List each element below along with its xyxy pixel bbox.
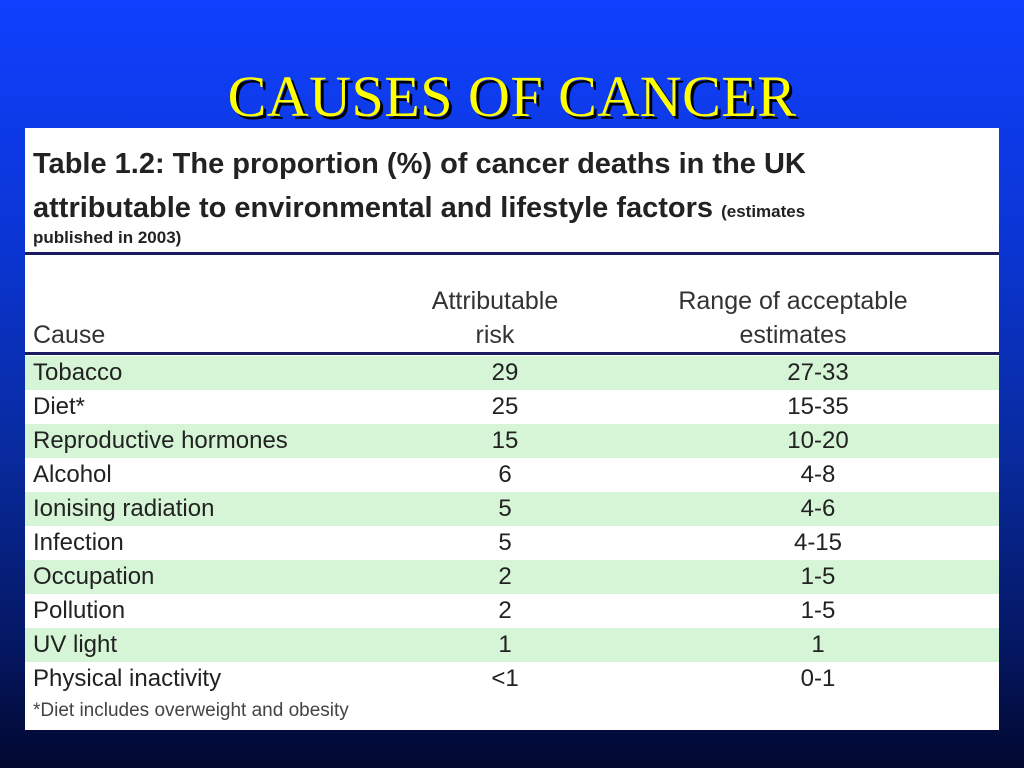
header-risk-line-2: risk bbox=[475, 321, 515, 349]
header-risk-line-1: Attributable bbox=[431, 287, 559, 315]
cell-range: 1-5 bbox=[800, 563, 836, 590]
cell-risk: 29 bbox=[491, 359, 519, 386]
cell-range: 4-8 bbox=[800, 461, 836, 488]
header-range-line-1: Range of acceptable bbox=[678, 287, 908, 315]
caption-note-line-2: published in 2003) bbox=[33, 228, 182, 247]
cell-risk: <1 bbox=[491, 665, 519, 692]
cell-cause: Reproductive hormones bbox=[33, 427, 288, 454]
cell-risk: 5 bbox=[498, 529, 512, 556]
cell-risk: 6 bbox=[498, 461, 512, 488]
cell-cause: Ionising radiation bbox=[33, 495, 215, 522]
cell-risk: 25 bbox=[491, 393, 519, 420]
cell-range: 10-20 bbox=[787, 427, 849, 454]
table-row: Reproductive hormones 15 10-20 bbox=[25, 424, 999, 458]
cell-risk: 2 bbox=[498, 563, 512, 590]
table-row: Diet* 25 15-35 bbox=[25, 390, 999, 424]
table-panel: Table 1.2: The proportion (%) of cancer … bbox=[25, 128, 999, 730]
cell-cause: Pollution bbox=[33, 597, 126, 624]
table-row: UV light 1 1 bbox=[25, 628, 999, 662]
table-row: Physical inactivity <1 0-1 bbox=[25, 662, 999, 696]
cell-cause: Alcohol bbox=[33, 461, 112, 488]
table-body: Tobacco 29 27-33 Diet* 25 15-35 Reproduc… bbox=[25, 356, 999, 696]
cell-range: 15-35 bbox=[787, 393, 849, 420]
table-row: Ionising radiation 5 4-6 bbox=[25, 492, 999, 526]
header-divider bbox=[25, 352, 999, 355]
table-row: Pollution 2 1-5 bbox=[25, 594, 999, 628]
table-row: Occupation 2 1-5 bbox=[25, 560, 999, 594]
cell-range: 4-15 bbox=[793, 529, 843, 556]
table-row: Alcohol 6 4-8 bbox=[25, 458, 999, 492]
table-caption: Table 1.2: The proportion (%) of cancer … bbox=[33, 142, 983, 234]
header-attributable-risk: Attributable risk bbox=[405, 284, 585, 352]
caption-line-2-text: attributable to environmental and lifest… bbox=[33, 192, 714, 224]
header-range-line-2: estimates bbox=[739, 321, 847, 349]
cell-range: 27-33 bbox=[787, 359, 849, 386]
cell-risk: 2 bbox=[498, 597, 512, 624]
cell-cause: UV light bbox=[33, 631, 118, 658]
cell-range: 1-5 bbox=[800, 597, 836, 624]
cell-risk: 15 bbox=[491, 427, 519, 454]
header-cause: Cause bbox=[33, 321, 106, 349]
cell-cause: Infection bbox=[33, 529, 124, 556]
caption-divider bbox=[25, 252, 999, 255]
cell-risk: 5 bbox=[498, 495, 512, 522]
slide-title: CAUSES OF CANCER bbox=[227, 64, 797, 129]
table-row: Infection 5 4-15 bbox=[25, 526, 999, 560]
cell-range: 4-6 bbox=[800, 495, 836, 522]
cell-cause: Tobacco bbox=[33, 359, 123, 386]
table-row: Tobacco 29 27-33 bbox=[25, 356, 999, 390]
cell-cause: Diet* bbox=[33, 393, 86, 420]
cell-risk: 1 bbox=[498, 631, 512, 658]
cell-range: 0-1 bbox=[800, 665, 836, 692]
caption-note: (estimates bbox=[721, 202, 806, 221]
cell-range: 1 bbox=[811, 631, 825, 658]
table-footnote: *Diet includes overweight and obesity bbox=[33, 700, 349, 721]
cell-cause: Physical inactivity bbox=[33, 665, 222, 692]
caption-line-1: Table 1.2: The proportion (%) of cancer … bbox=[33, 148, 806, 180]
cell-cause: Occupation bbox=[33, 563, 155, 590]
header-range: Range of acceptable estimates bbox=[643, 284, 943, 352]
caption-line-2: attributable to environmental and lifest… bbox=[33, 186, 983, 234]
